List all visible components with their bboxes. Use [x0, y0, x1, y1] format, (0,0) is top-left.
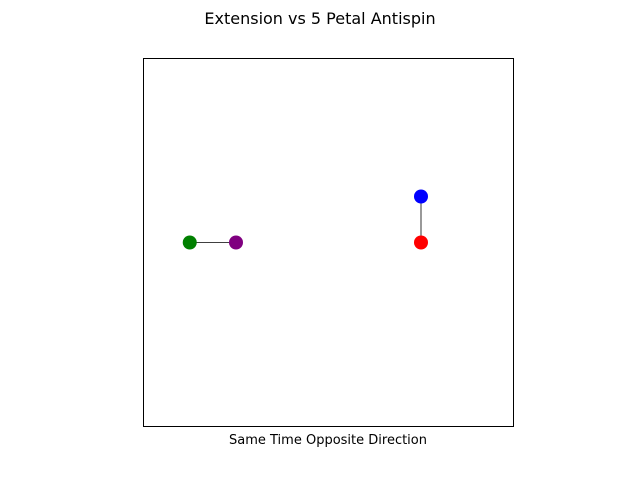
- data-points: [182, 189, 428, 250]
- point-green: [182, 235, 197, 250]
- chart-title: Extension vs 5 Petal Antispin: [204, 9, 435, 28]
- connector-lines: [189, 196, 422, 243]
- point-red: [414, 235, 428, 250]
- point-blue: [414, 189, 428, 204]
- point-purple: [229, 235, 243, 250]
- plot-area-frame: [143, 58, 514, 427]
- x-axis-label: Same Time Opposite Direction: [229, 433, 427, 448]
